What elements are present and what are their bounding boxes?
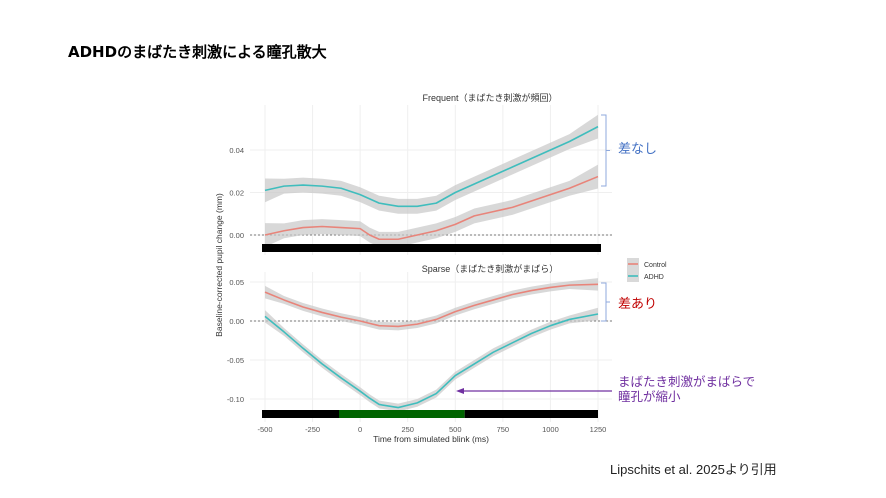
y-tick-label: 0.04: [229, 146, 244, 155]
y-tick-label: 0.02: [229, 189, 244, 198]
panel-title: Frequent（まばたき刺激が頻回）: [422, 92, 557, 103]
panel-title: Sparse（まばたき刺激がまばら）: [422, 263, 559, 274]
confidence-band-adhd: [265, 114, 598, 214]
panel-frequent: 0.00 0.02 0.04 Frequent（まばたき刺激が頻回）: [229, 92, 612, 255]
x-tick-label: -500: [257, 425, 272, 434]
y-tick-label: 0.00: [229, 231, 244, 240]
y-tick-label: 0.05: [229, 278, 244, 287]
bracket-sparse: [601, 282, 610, 322]
slide-title: ADHDのまばたき刺激による瞳孔散大: [68, 43, 327, 61]
stimulus-bar-segment: [262, 410, 343, 418]
stimulus-bar-segment: [339, 410, 465, 418]
panel-sparse: 0.05 0.00 -0.05 -0.10 Sparse（まばたき刺激がまばら）: [227, 263, 612, 422]
series-line-adhd: [264, 313, 599, 409]
x-tick-label: 1250: [590, 425, 607, 434]
confidence-band-control: [265, 164, 598, 247]
confidence-band-adhd: [265, 307, 598, 412]
x-tick-label: 250: [401, 425, 414, 434]
x-tick-label: 0: [358, 425, 362, 434]
series-line-control: [264, 175, 599, 241]
stimulus-bar-segment: [262, 244, 601, 252]
arrow-head-icon: [456, 388, 464, 394]
annotation-difference: 差あり: [618, 297, 658, 312]
y-tick-label: -0.10: [227, 395, 244, 404]
x-tick-label: 1000: [542, 425, 559, 434]
x-tick-label: 500: [449, 425, 462, 434]
annotation-note-line1: まばたき刺激がまばらで: [618, 374, 756, 389]
y-axis-label: Baseline-corrected pupil change (mm): [214, 193, 224, 337]
legend-label: ADHD: [644, 274, 664, 281]
x-tick-label: -250: [305, 425, 320, 434]
series-line-control: [264, 283, 599, 328]
annotation-note: まばたき刺激がまばらで 瞳孔が縮小: [618, 374, 755, 404]
x-tick-label: 750: [497, 425, 510, 434]
y-tick-label: 0.00: [229, 317, 244, 326]
y-tick-label: -0.05: [227, 356, 244, 365]
annotation-note-line2: 瞳孔が縮小: [618, 389, 681, 404]
confidence-band-control: [265, 278, 598, 331]
bracket-frequent: [601, 114, 610, 187]
stimulus-bar-segment: [464, 410, 598, 418]
citation: Lipschits et al. 2025より引用: [610, 462, 777, 477]
x-axis-label: Time from simulated blink (ms): [373, 434, 489, 444]
annotation-no-difference: 差なし: [618, 142, 658, 157]
series-line-adhd: [264, 125, 599, 208]
legend-label: Control: [644, 262, 667, 269]
